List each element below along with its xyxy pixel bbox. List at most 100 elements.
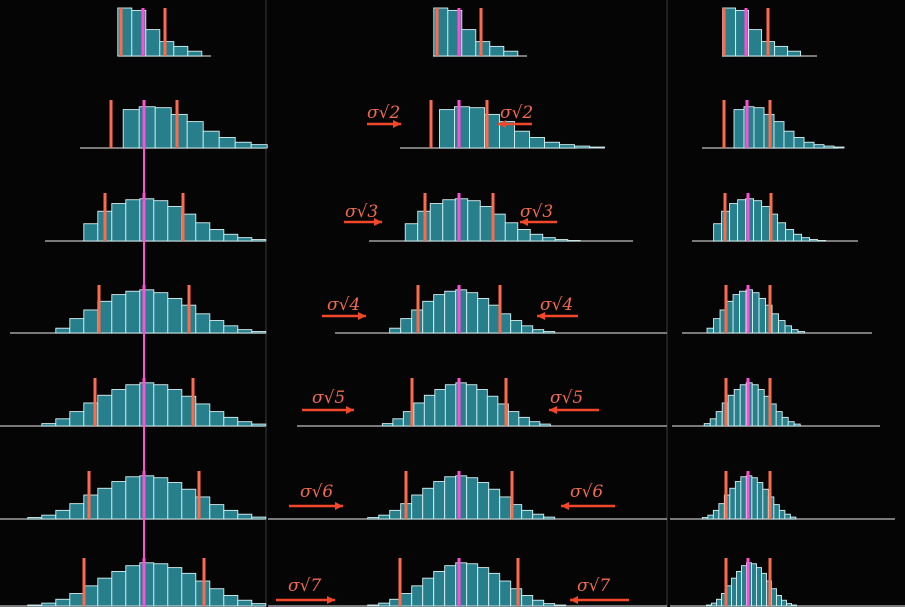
histogram-bar xyxy=(454,106,470,149)
histogram-bar xyxy=(444,565,457,607)
histogram-bar xyxy=(739,384,747,427)
histogram-bar xyxy=(167,389,183,427)
histogram-bar xyxy=(251,331,267,334)
histogram-bar xyxy=(739,290,747,334)
histogram-bar xyxy=(761,205,771,242)
histogram-bar xyxy=(514,130,530,149)
histogram-bar xyxy=(504,222,519,242)
histogram-bar xyxy=(715,411,723,427)
histogram-bar xyxy=(701,517,709,520)
histogram-bar xyxy=(771,588,777,607)
histogram-bar xyxy=(797,331,805,334)
histogram-bar xyxy=(411,585,424,607)
histogram-bar xyxy=(479,205,494,242)
histogram-bar xyxy=(433,570,446,607)
histogram-bar xyxy=(444,476,457,520)
histogram-bar xyxy=(153,200,169,242)
histogram-bar xyxy=(455,382,467,427)
histogram-bar xyxy=(69,593,85,607)
histogram-bar xyxy=(139,562,155,607)
histogram-bar xyxy=(187,50,203,57)
histogram-bar xyxy=(138,106,156,149)
histogram-bar xyxy=(251,423,267,427)
histogram-bar xyxy=(83,585,99,607)
arrow-right-icon-head xyxy=(374,218,382,226)
histogram-bar xyxy=(237,421,253,427)
histogram-bar xyxy=(718,503,725,520)
histogram-bar xyxy=(444,290,457,334)
histogram-bar xyxy=(529,136,545,149)
histogram-bar xyxy=(237,599,253,607)
histogram-bar xyxy=(711,602,717,607)
histogram-bar xyxy=(731,577,737,607)
histogram-bar xyxy=(706,604,712,607)
histogram-bar xyxy=(793,423,801,427)
arrow-left-icon-head xyxy=(549,406,557,414)
histogram-bar xyxy=(518,416,530,427)
histogram-bar xyxy=(785,229,795,242)
histogram-bar xyxy=(736,570,742,607)
histogram-bar xyxy=(776,594,782,607)
histogram-bar xyxy=(139,198,155,242)
histogram-bar xyxy=(544,141,560,149)
histogram-bar xyxy=(732,294,740,334)
histogram-bar xyxy=(223,594,239,607)
histogram-bar xyxy=(707,514,714,520)
histogram-bar xyxy=(389,327,402,334)
histogram-bar xyxy=(543,516,556,520)
histogram-bar xyxy=(833,146,845,149)
histogram-bar xyxy=(209,320,225,334)
histogram-bar xyxy=(455,562,468,607)
sigma-label-right: σ√3 xyxy=(520,202,553,222)
histogram-bar xyxy=(778,509,786,520)
histogram-bar xyxy=(195,222,211,242)
histogram-bar xyxy=(389,509,402,520)
histogram-bar xyxy=(173,45,189,57)
histogram-bar xyxy=(251,239,267,242)
histogram-bar xyxy=(465,384,478,427)
histogram-bar xyxy=(726,300,734,334)
histogram-bar xyxy=(574,145,590,149)
histogram-bar xyxy=(733,109,745,149)
histogram-bar xyxy=(757,389,765,427)
histogram-bar xyxy=(488,572,501,607)
histogram-bar xyxy=(461,29,477,57)
histogram-bar xyxy=(813,144,825,149)
histogram-bar xyxy=(543,331,556,334)
histogram-bar xyxy=(69,318,85,334)
histogram-bar xyxy=(367,604,380,607)
histogram-bar xyxy=(709,418,717,427)
histogram-bar xyxy=(41,514,57,520)
histogram-bar xyxy=(475,41,491,57)
histogram-bar xyxy=(181,488,197,520)
histogram-bar xyxy=(793,233,803,242)
histogram-bar xyxy=(499,496,512,520)
histogram-bar xyxy=(27,604,43,607)
histogram-bar xyxy=(809,239,819,242)
histogram-bar xyxy=(111,294,127,334)
histogram-bar xyxy=(801,237,811,242)
histogram-bar xyxy=(422,577,435,607)
histogram-bar xyxy=(392,418,404,427)
histogram-bar xyxy=(529,233,544,242)
histogram-bar xyxy=(543,603,556,607)
histogram-bar xyxy=(237,513,253,520)
histogram-bar xyxy=(706,327,714,334)
histogram-bar xyxy=(503,50,519,57)
histogram-bar xyxy=(791,604,797,607)
histogram-bar xyxy=(378,514,391,520)
histogram-bar xyxy=(429,203,444,242)
histogram-bar xyxy=(734,481,742,520)
histogram-bar xyxy=(488,304,501,334)
histogram-bar xyxy=(411,494,424,520)
histogram-bar xyxy=(125,290,141,334)
histogram-bar xyxy=(466,292,479,334)
histogram-bar xyxy=(125,565,141,607)
histogram-bar xyxy=(467,200,481,242)
histogram-bar xyxy=(517,229,531,242)
histogram-bar xyxy=(477,297,490,334)
histogram-bar xyxy=(250,144,268,149)
histogram-bar xyxy=(729,203,739,242)
